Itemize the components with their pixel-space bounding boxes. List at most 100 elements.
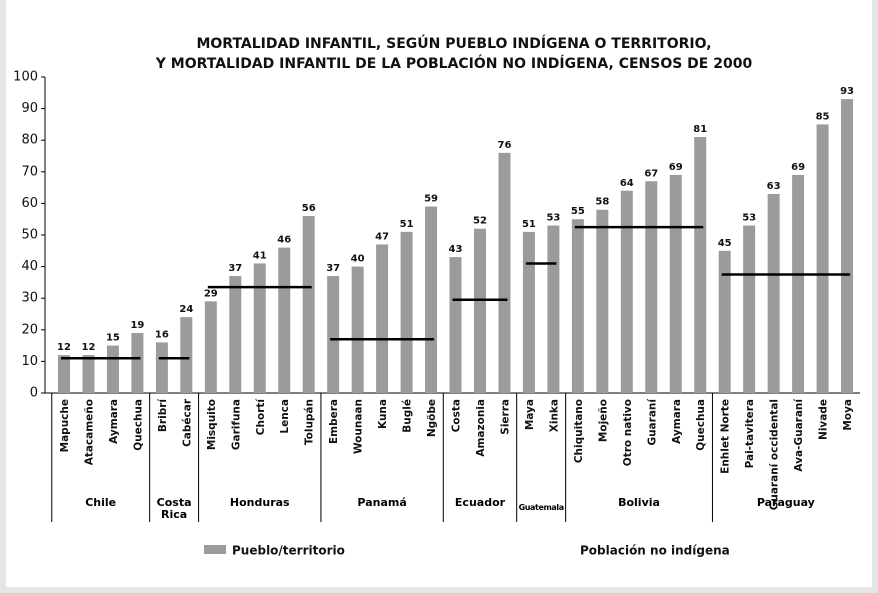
- x-tick-label: Wounaan: [353, 399, 365, 454]
- value-label: 29: [204, 288, 218, 299]
- bar: [596, 209, 609, 393]
- bar: [82, 355, 95, 393]
- x-tick-label: Bribrí: [157, 398, 169, 432]
- x-tick-label: Pai-tavitera: [744, 399, 756, 468]
- y-tick-label: 30: [21, 291, 38, 306]
- legend-label: Pueblo/territorio: [232, 544, 345, 558]
- legend-swatch: [204, 545, 226, 554]
- x-tick-label: Quechua: [132, 399, 144, 451]
- value-label: 67: [644, 168, 658, 179]
- x-tick-label: Ngöbe: [426, 399, 438, 437]
- x-tick-label: Aymara: [671, 399, 683, 444]
- x-tick-label: Quechua: [695, 399, 707, 451]
- x-tick-label: Ava-Guaraní: [793, 398, 805, 472]
- x-tick-label: Maya: [524, 399, 536, 430]
- x-tick-label: Aymara: [108, 399, 120, 444]
- bar: [620, 190, 633, 393]
- bar: [155, 342, 168, 393]
- x-tick-label: Nivade: [818, 399, 830, 440]
- value-label: 12: [82, 342, 96, 353]
- value-label: 51: [522, 219, 536, 230]
- value-label: 37: [326, 263, 340, 274]
- bar: [718, 250, 731, 393]
- x-tick-label: Xinka: [548, 399, 560, 432]
- group-label: Costa Rica: [156, 496, 192, 521]
- value-label: 16: [155, 329, 169, 340]
- bar: [229, 276, 242, 393]
- value-label: 55: [571, 206, 585, 217]
- value-label: 45: [718, 238, 732, 249]
- group-label: Paraguay: [756, 496, 815, 509]
- group-label: Guatemala: [518, 503, 565, 512]
- bar: [449, 257, 462, 393]
- value-label: 59: [424, 194, 438, 205]
- bar: [425, 206, 438, 393]
- bar: [669, 174, 682, 393]
- value-label: 47: [375, 231, 389, 242]
- x-tick-label: Amazonia: [475, 399, 487, 457]
- bar: [473, 228, 486, 393]
- x-tick-label: Misquito: [206, 399, 218, 450]
- value-label: 69: [669, 162, 683, 173]
- x-tick-label: Garifuna: [230, 399, 242, 450]
- value-label: 19: [130, 320, 144, 331]
- y-tick-label: 20: [21, 322, 38, 337]
- value-label: 63: [767, 181, 781, 192]
- y-tick-label: 60: [21, 196, 38, 211]
- x-tick-label: Moya: [842, 399, 854, 431]
- y-tick-label: 0: [30, 386, 38, 401]
- value-label: 64: [620, 178, 634, 189]
- bar: [645, 181, 658, 393]
- value-label: 12: [57, 342, 71, 353]
- value-label: 15: [106, 333, 120, 344]
- bar: [278, 247, 291, 393]
- value-label: 53: [742, 213, 756, 224]
- y-tick-label: 100: [13, 70, 38, 85]
- x-tick-label: Tolupán: [304, 399, 316, 445]
- x-tick-label: Otro nativo: [622, 399, 634, 466]
- bar: [351, 266, 364, 393]
- value-label: 76: [497, 140, 511, 151]
- bar: [522, 231, 535, 393]
- bar: [204, 301, 217, 393]
- value-label: 52: [473, 216, 487, 227]
- bar: [498, 152, 511, 393]
- bar: [106, 345, 119, 393]
- y-tick-label: 70: [21, 164, 38, 179]
- x-tick-label: Chiquitano: [573, 399, 585, 463]
- x-tick-label: Embera: [328, 399, 340, 444]
- y-tick-label: 50: [21, 228, 38, 243]
- value-label: 46: [277, 235, 291, 246]
- group-label: Panamá: [357, 496, 407, 509]
- bar: [400, 231, 413, 393]
- group-label: Bolivia: [618, 496, 660, 509]
- chart-title: Y MORTALIDAD INFANTIL DE LA POBLACIÓN NO…: [155, 54, 753, 72]
- value-label: 41: [253, 250, 267, 261]
- y-tick-label: 90: [21, 101, 38, 116]
- bar: [767, 193, 780, 393]
- bar: [302, 216, 315, 393]
- bar: [571, 219, 584, 393]
- bar: [743, 225, 756, 393]
- value-label: 56: [302, 203, 316, 214]
- x-tick-label: Kuna: [377, 399, 389, 429]
- value-label: 53: [546, 213, 560, 224]
- bar: [131, 332, 144, 393]
- y-tick-label: 80: [21, 133, 38, 148]
- x-tick-label: Atacameño: [83, 399, 95, 465]
- bar: [547, 225, 560, 393]
- y-tick-label: 40: [21, 259, 38, 274]
- x-tick-label: Mapuche: [59, 399, 71, 452]
- bar: [180, 317, 193, 393]
- value-label: 51: [400, 219, 414, 230]
- chart-title: MORTALIDAD INFANTIL, SEGÚN PUEBLO INDÍGE…: [196, 34, 711, 52]
- y-tick-label: 10: [21, 354, 38, 369]
- x-tick-label: Enhlet Norte: [720, 399, 732, 474]
- group-label: Ecuador: [454, 496, 506, 509]
- x-tick-label: Lenca: [279, 399, 291, 434]
- bar: [327, 276, 340, 393]
- x-tick-label: Mojeño: [597, 399, 609, 442]
- x-tick-label: Guaraní: [646, 398, 658, 446]
- bar: [694, 137, 707, 393]
